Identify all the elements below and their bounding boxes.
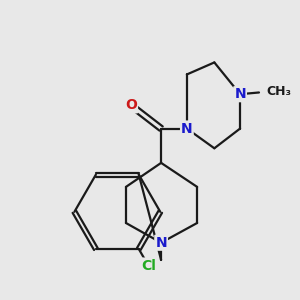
Text: O: O xyxy=(125,98,137,112)
Text: Cl: Cl xyxy=(141,259,156,273)
Text: N: N xyxy=(181,122,193,136)
Text: N: N xyxy=(155,236,167,250)
Text: N: N xyxy=(234,87,246,101)
Text: CH₃: CH₃ xyxy=(266,85,291,98)
